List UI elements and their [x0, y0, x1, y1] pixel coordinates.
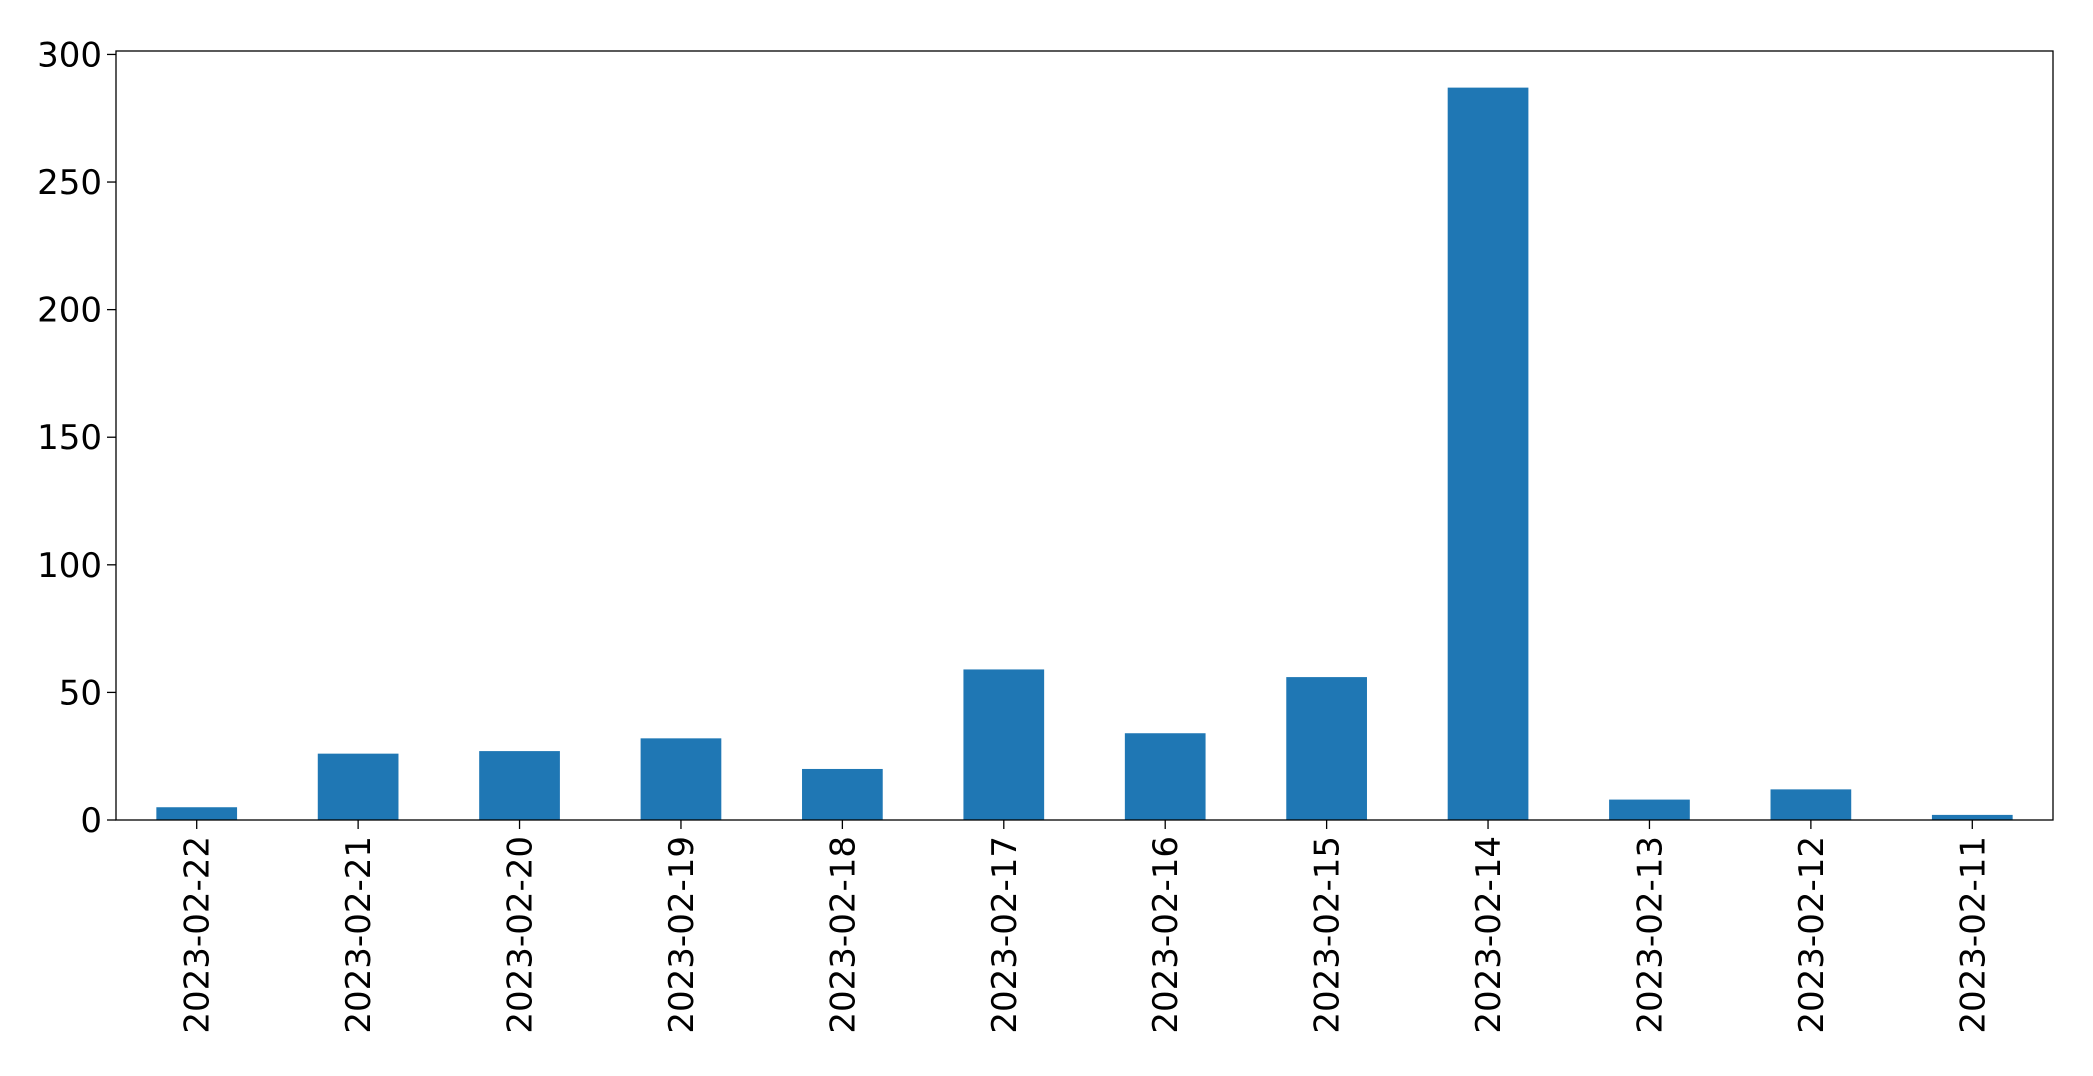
bar — [156, 807, 238, 820]
bar — [479, 751, 560, 820]
bar — [1286, 677, 1367, 820]
x-tick-label: 2023-02-18 — [823, 836, 863, 1034]
x-tick-label: 2023-02-13 — [1630, 836, 1670, 1034]
x-tick-label: 2023-02-11 — [1953, 836, 1993, 1034]
bar — [1447, 87, 1529, 821]
x-tick-label: 2023-02-14 — [1469, 836, 1509, 1034]
y-tick-label: 250 — [37, 163, 102, 203]
x-tick-label: 2023-02-22 — [178, 836, 218, 1034]
bar — [1770, 789, 1852, 820]
plot-frame — [115, 50, 2054, 821]
bar — [802, 768, 883, 820]
bar — [1609, 799, 1690, 820]
bar — [640, 738, 722, 820]
bar — [963, 669, 1045, 820]
x-tick-label: 2023-02-16 — [1146, 836, 1186, 1034]
y-tick-label: 300 — [37, 35, 102, 75]
x-tick-label: 2023-02-21 — [339, 836, 379, 1034]
x-tick-label: 2023-02-17 — [985, 836, 1025, 1034]
y-tick-label: 0 — [80, 801, 102, 841]
x-tick-label: 2023-02-15 — [1308, 836, 1348, 1034]
x-tick-label: 2023-02-19 — [662, 836, 702, 1034]
bar — [1124, 733, 1206, 820]
y-tick-label: 50 — [59, 673, 102, 713]
bar — [1931, 814, 2013, 820]
x-tick-label: 2023-02-20 — [501, 836, 541, 1034]
y-tick-label: 150 — [37, 418, 102, 458]
y-tick-label: 100 — [37, 546, 102, 586]
y-tick-label: 200 — [37, 291, 102, 331]
bar — [317, 753, 399, 820]
x-tick-label: 2023-02-12 — [1792, 836, 1832, 1034]
